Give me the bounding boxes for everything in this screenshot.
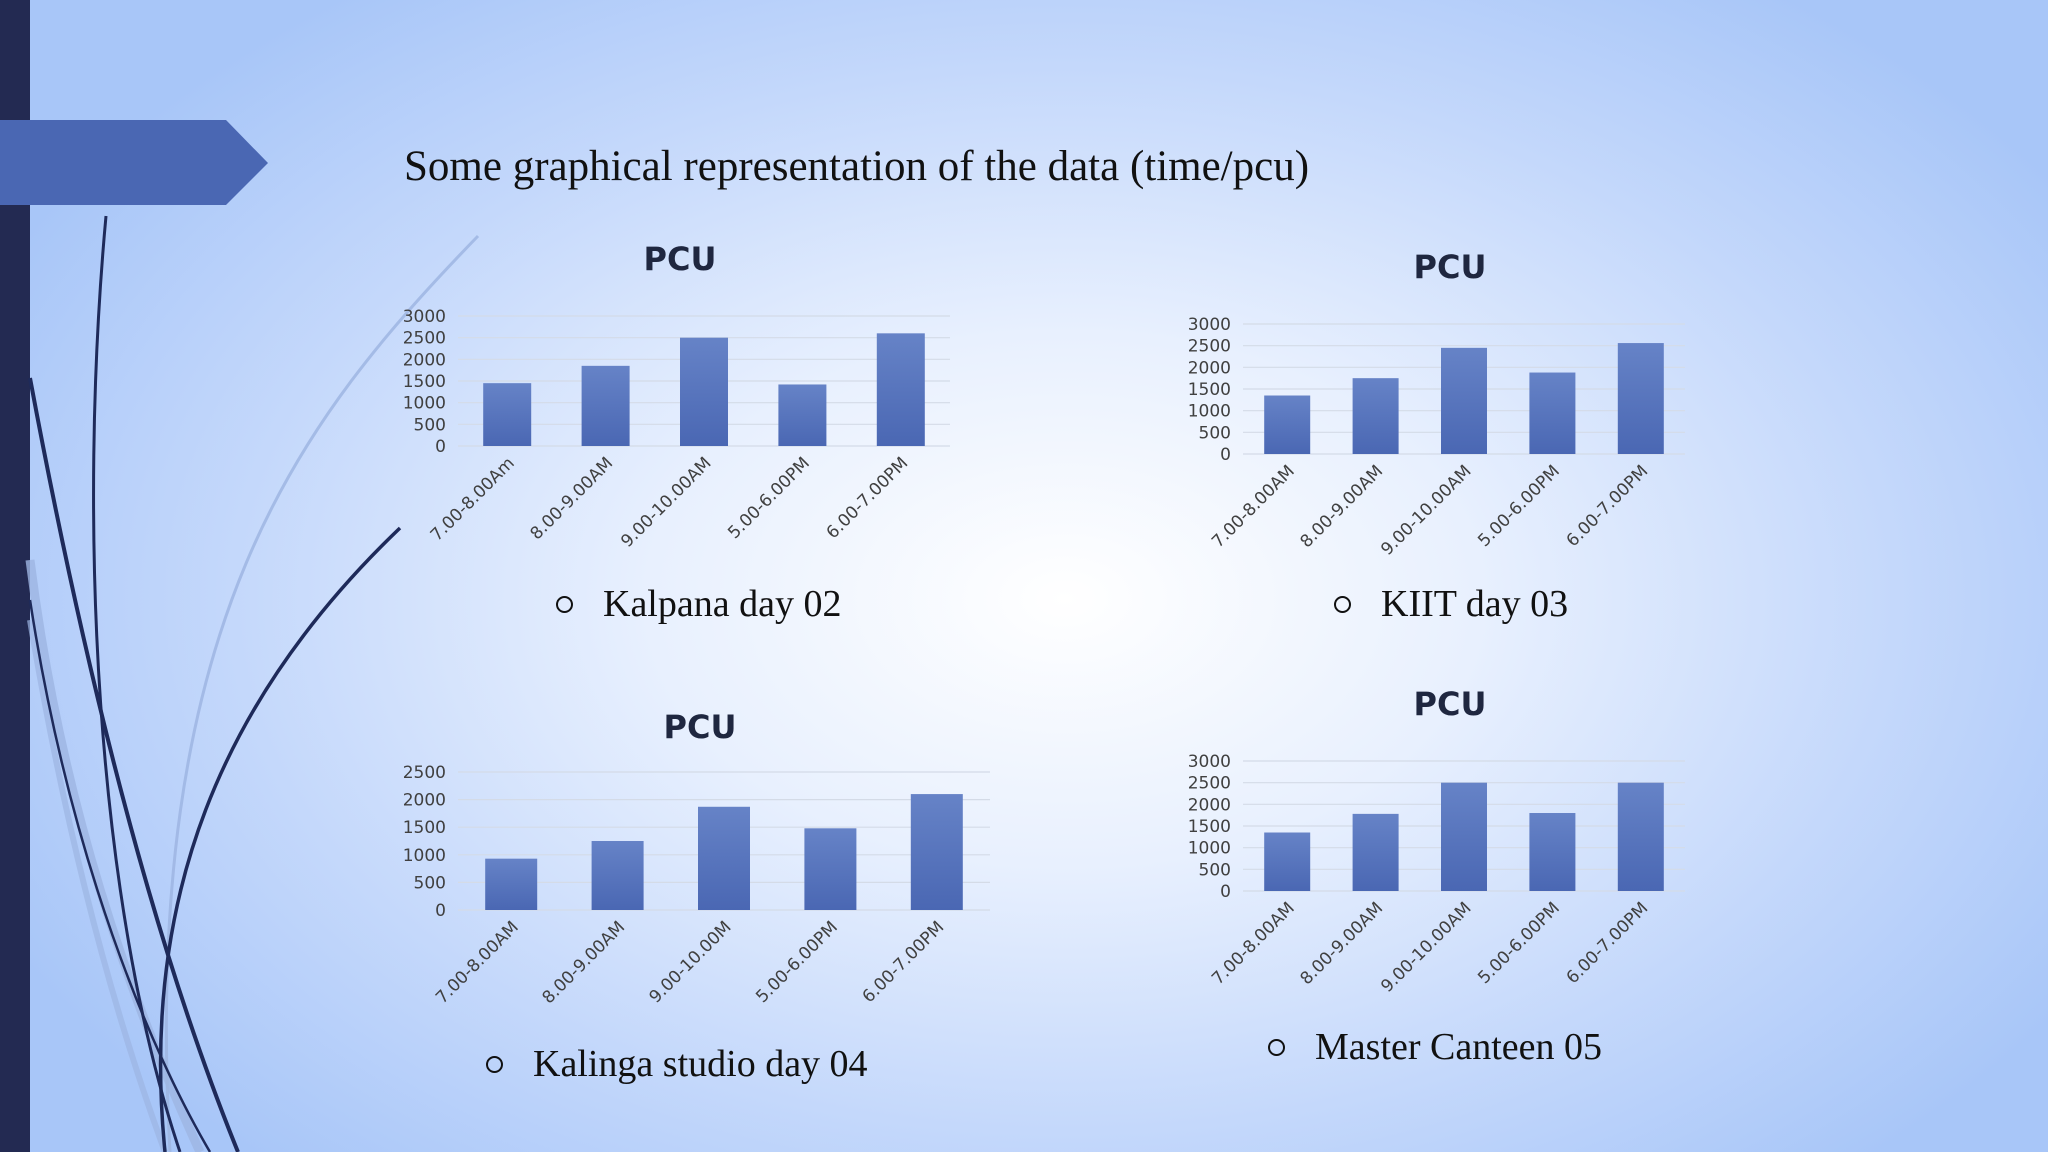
bullet-icon xyxy=(1268,1038,1285,1056)
y-tick-label: 0 xyxy=(435,901,446,921)
chart-title: PCU xyxy=(1414,685,1487,723)
bar xyxy=(1617,782,1664,891)
y-tick-label: 500 xyxy=(1199,423,1231,443)
bar xyxy=(778,384,827,446)
x-tick-label: 8.00-9.00AM xyxy=(1297,461,1388,552)
x-tick-label: 8.00-9.00AM xyxy=(539,917,630,1008)
bar xyxy=(1352,813,1399,891)
caption-text: KIIT day 03 xyxy=(1381,583,1569,625)
x-tick-label: 6.00-7.00PM xyxy=(1563,461,1653,551)
caption-text: Kalinga studio day 04 xyxy=(533,1043,868,1085)
y-tick-label: 1500 xyxy=(403,372,446,392)
bar xyxy=(804,828,857,910)
bar xyxy=(698,806,750,910)
y-tick-label: 3000 xyxy=(1188,315,1231,335)
caption-kalinga-studio: Kalinga studio day 04 xyxy=(486,1042,868,1086)
bar xyxy=(483,383,532,446)
bar xyxy=(581,365,630,446)
y-tick-label: 1000 xyxy=(403,394,446,414)
caption-master-canteen: Master Canteen 05 xyxy=(1268,1025,1602,1069)
chart-title: PCU xyxy=(664,708,737,746)
x-tick-label: 5.00-6.00PM xyxy=(752,917,842,1007)
x-tick-label: 9.00-10.00AM xyxy=(617,453,715,551)
bar xyxy=(1441,347,1487,454)
bar xyxy=(1617,343,1664,454)
x-tick-label: 5.00-6.00PM xyxy=(724,453,814,543)
curve-dark-2 xyxy=(28,377,240,1152)
bar xyxy=(910,794,963,910)
caption-text: Master Canteen 05 xyxy=(1315,1026,1603,1068)
curve-light-1 xyxy=(164,234,480,1152)
curve-dark-4 xyxy=(28,599,212,1152)
y-tick-label: 2000 xyxy=(403,791,446,811)
x-tick-label: 8.00-9.00AM xyxy=(527,453,618,544)
y-tick-label: 0 xyxy=(435,437,446,457)
y-tick-label: 1500 xyxy=(403,818,446,838)
y-tick-label: 1000 xyxy=(1188,839,1231,859)
bar xyxy=(591,841,644,910)
bullet-icon xyxy=(486,1055,503,1073)
bar xyxy=(1441,782,1487,891)
caption-text: Kalpana day 02 xyxy=(603,583,842,625)
x-tick-label: 7.00-8.00AM xyxy=(1208,461,1299,552)
bar xyxy=(485,858,538,910)
y-tick-label: 500 xyxy=(414,415,446,435)
chart-kalinga-studio: PCU 0 500 1000 1500 2000 2500 7.00-8.00AM 8.00-9… xyxy=(403,708,990,1008)
curve-light-2 xyxy=(25,559,205,1152)
y-tick-label: 1500 xyxy=(1188,380,1231,400)
y-tick-label: 2000 xyxy=(1188,358,1231,378)
chart-title: PCU xyxy=(644,240,717,278)
y-tick-label: 0 xyxy=(1220,882,1231,902)
y-tick-label: 2500 xyxy=(1188,774,1231,794)
y-tick-label: 2500 xyxy=(403,329,446,349)
bar xyxy=(1264,832,1311,891)
bar xyxy=(680,337,728,446)
bar xyxy=(1264,395,1311,454)
y-tick-label: 1000 xyxy=(403,846,446,866)
bar xyxy=(1529,813,1576,891)
x-tick-label: 9.00-10.00M xyxy=(646,917,736,1007)
x-tick-label: 7.00-8.00Am xyxy=(427,453,519,545)
y-tick-label: 3000 xyxy=(1188,752,1231,772)
x-tick-label: 6.00-7.00PM xyxy=(1563,898,1653,988)
x-tick-label: 5.00-6.00PM xyxy=(1474,461,1564,551)
bar xyxy=(1352,378,1399,454)
curve-dark-3 xyxy=(158,526,402,1152)
y-tick-label: 500 xyxy=(1199,860,1231,880)
y-tick-label: 0 xyxy=(1220,445,1231,465)
caption-kiit: KIIT day 03 xyxy=(1334,582,1568,626)
curve-light-3 xyxy=(27,619,168,1152)
bar xyxy=(876,333,925,446)
x-tick-label: 9.00-10.00AM xyxy=(1377,898,1475,996)
x-tick-label: 9.00-10.00AM xyxy=(1377,461,1475,559)
x-tick-label: 6.00-7.00PM xyxy=(859,917,949,1007)
y-tick-label: 1500 xyxy=(1188,817,1231,837)
arrow-banner xyxy=(0,120,268,205)
y-tick-label: 3000 xyxy=(403,307,446,327)
y-tick-label: 2000 xyxy=(403,350,446,370)
x-tick-label: 6.00-7.00PM xyxy=(823,453,913,543)
y-tick-label: 2500 xyxy=(1188,337,1231,357)
caption-kalpana: Kalpana day 02 xyxy=(556,582,841,626)
y-tick-label: 500 xyxy=(414,873,446,893)
x-tick-label: 7.00-8.00AM xyxy=(432,917,523,1008)
x-tick-label: 7.00-8.00AM xyxy=(1208,898,1299,989)
x-tick-label: 8.00-9.00AM xyxy=(1297,898,1388,989)
y-tick-label: 2000 xyxy=(1188,795,1231,815)
slide-title: Some graphical representation of the dat… xyxy=(404,143,1310,190)
y-tick-label: 2500 xyxy=(403,763,446,783)
bar xyxy=(1529,372,1576,454)
y-tick-label: 1000 xyxy=(1188,402,1231,422)
bullet-icon xyxy=(1334,595,1351,613)
x-tick-label: 5.00-6.00PM xyxy=(1474,898,1564,988)
chart-title: PCU xyxy=(1414,248,1487,286)
bullet-icon xyxy=(556,595,573,613)
